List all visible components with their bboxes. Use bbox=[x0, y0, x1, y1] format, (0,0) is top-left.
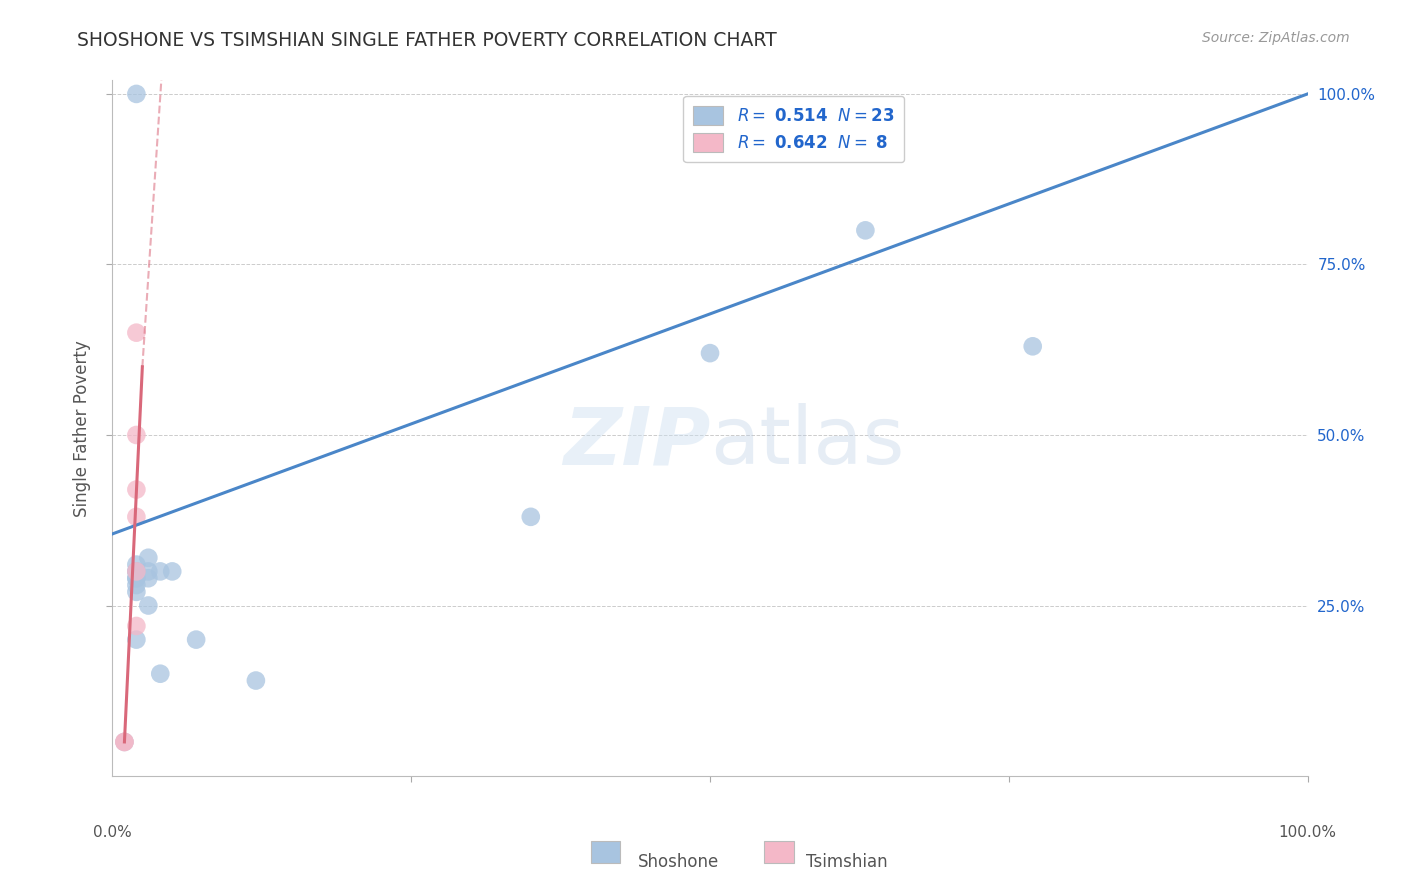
Point bbox=[125, 509, 148, 524]
Text: 100.0%: 100.0% bbox=[1278, 825, 1337, 839]
Point bbox=[125, 565, 148, 579]
Legend: $R = \ \mathbf{0.514}\ \ N = \mathbf{23}$, $R = \ \mathbf{0.642}\ \ N = \ \mathb: $R = \ \mathbf{0.514}\ \ N = \mathbf{23}… bbox=[683, 95, 904, 162]
Point bbox=[125, 558, 148, 572]
Point bbox=[125, 483, 148, 497]
Point bbox=[125, 632, 148, 647]
Point bbox=[114, 735, 135, 749]
Point bbox=[245, 673, 267, 688]
Point bbox=[149, 565, 172, 579]
Point bbox=[138, 571, 160, 585]
Point bbox=[125, 619, 148, 633]
FancyBboxPatch shape bbox=[591, 841, 620, 863]
Point bbox=[125, 326, 148, 340]
Point bbox=[855, 223, 877, 237]
Point bbox=[699, 346, 721, 360]
Point bbox=[125, 565, 148, 579]
Point bbox=[125, 565, 148, 579]
Point bbox=[1022, 339, 1045, 353]
Text: 0.0%: 0.0% bbox=[93, 825, 132, 839]
Point bbox=[125, 578, 148, 592]
Text: Source: ZipAtlas.com: Source: ZipAtlas.com bbox=[1202, 31, 1350, 45]
Text: Tsimshian: Tsimshian bbox=[806, 853, 887, 871]
Point bbox=[138, 550, 160, 565]
Text: ZIP: ZIP bbox=[562, 403, 710, 481]
Point bbox=[520, 509, 543, 524]
Point bbox=[125, 428, 148, 442]
Point bbox=[114, 735, 135, 749]
Point bbox=[125, 87, 148, 101]
Text: Shoshone: Shoshone bbox=[638, 853, 720, 871]
Point bbox=[138, 599, 160, 613]
Point bbox=[125, 571, 148, 585]
Point bbox=[162, 565, 183, 579]
Point bbox=[114, 735, 135, 749]
Point bbox=[138, 565, 160, 579]
Point bbox=[125, 585, 148, 599]
Text: SHOSHONE VS TSIMSHIAN SINGLE FATHER POVERTY CORRELATION CHART: SHOSHONE VS TSIMSHIAN SINGLE FATHER POVE… bbox=[77, 31, 778, 50]
Text: atlas: atlas bbox=[710, 403, 904, 481]
Y-axis label: Single Father Poverty: Single Father Poverty bbox=[73, 340, 91, 516]
FancyBboxPatch shape bbox=[763, 841, 794, 863]
Point bbox=[186, 632, 208, 647]
Point bbox=[149, 666, 172, 681]
Point bbox=[125, 571, 148, 585]
